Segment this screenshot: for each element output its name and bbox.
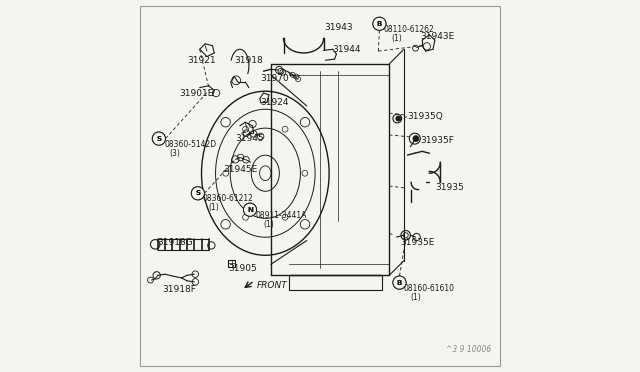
Text: (1): (1) (410, 293, 421, 302)
Text: S: S (156, 136, 161, 142)
Text: (3): (3) (170, 149, 180, 158)
Circle shape (152, 132, 165, 145)
Text: S: S (195, 190, 200, 196)
Text: 31918G: 31918G (158, 238, 193, 247)
Circle shape (191, 187, 204, 200)
Text: B: B (377, 21, 382, 27)
Circle shape (393, 276, 406, 289)
Text: 31943: 31943 (324, 23, 353, 32)
Text: N: N (247, 207, 253, 213)
Circle shape (393, 276, 406, 289)
Text: 31943E: 31943E (420, 32, 454, 41)
Text: B: B (397, 280, 402, 286)
Text: 08160-61610: 08160-61610 (404, 283, 455, 292)
Text: 31918F: 31918F (163, 285, 196, 294)
Text: 31935F: 31935F (420, 136, 454, 145)
Text: 31924: 31924 (260, 98, 289, 107)
Text: 31970: 31970 (260, 74, 289, 83)
Text: N: N (247, 207, 253, 213)
Text: S: S (195, 190, 200, 196)
Text: S: S (156, 136, 161, 142)
Text: B: B (377, 21, 382, 27)
Text: 31945E: 31945E (223, 165, 258, 174)
Text: 31945: 31945 (236, 134, 264, 143)
Text: 08360-5142D: 08360-5142D (164, 140, 216, 148)
Circle shape (152, 132, 165, 145)
Circle shape (191, 187, 204, 200)
Circle shape (396, 116, 401, 121)
Circle shape (373, 17, 386, 31)
Text: 31918: 31918 (234, 56, 263, 65)
Text: B: B (397, 280, 402, 286)
Text: (1): (1) (391, 34, 402, 43)
Circle shape (243, 203, 257, 216)
Circle shape (243, 203, 257, 216)
Text: 08110-61262: 08110-61262 (384, 25, 435, 34)
Text: 31901E: 31901E (180, 89, 214, 97)
Text: ^3 9 10006: ^3 9 10006 (446, 345, 492, 354)
Text: 31905: 31905 (228, 263, 257, 273)
Text: 31935Q: 31935Q (408, 112, 444, 121)
Text: (1): (1) (264, 220, 275, 229)
Text: 08360-61212: 08360-61212 (203, 194, 253, 203)
Text: 31935: 31935 (435, 183, 463, 192)
Text: FRONT: FRONT (257, 280, 287, 290)
Text: 08911-3441A: 08911-3441A (255, 211, 307, 219)
Text: 31935E: 31935E (400, 238, 435, 247)
Text: (1): (1) (209, 203, 220, 212)
Circle shape (413, 136, 419, 141)
Bar (228, 260, 236, 267)
Circle shape (373, 17, 386, 31)
Text: 31944: 31944 (333, 45, 361, 54)
Text: 31921: 31921 (187, 56, 216, 65)
